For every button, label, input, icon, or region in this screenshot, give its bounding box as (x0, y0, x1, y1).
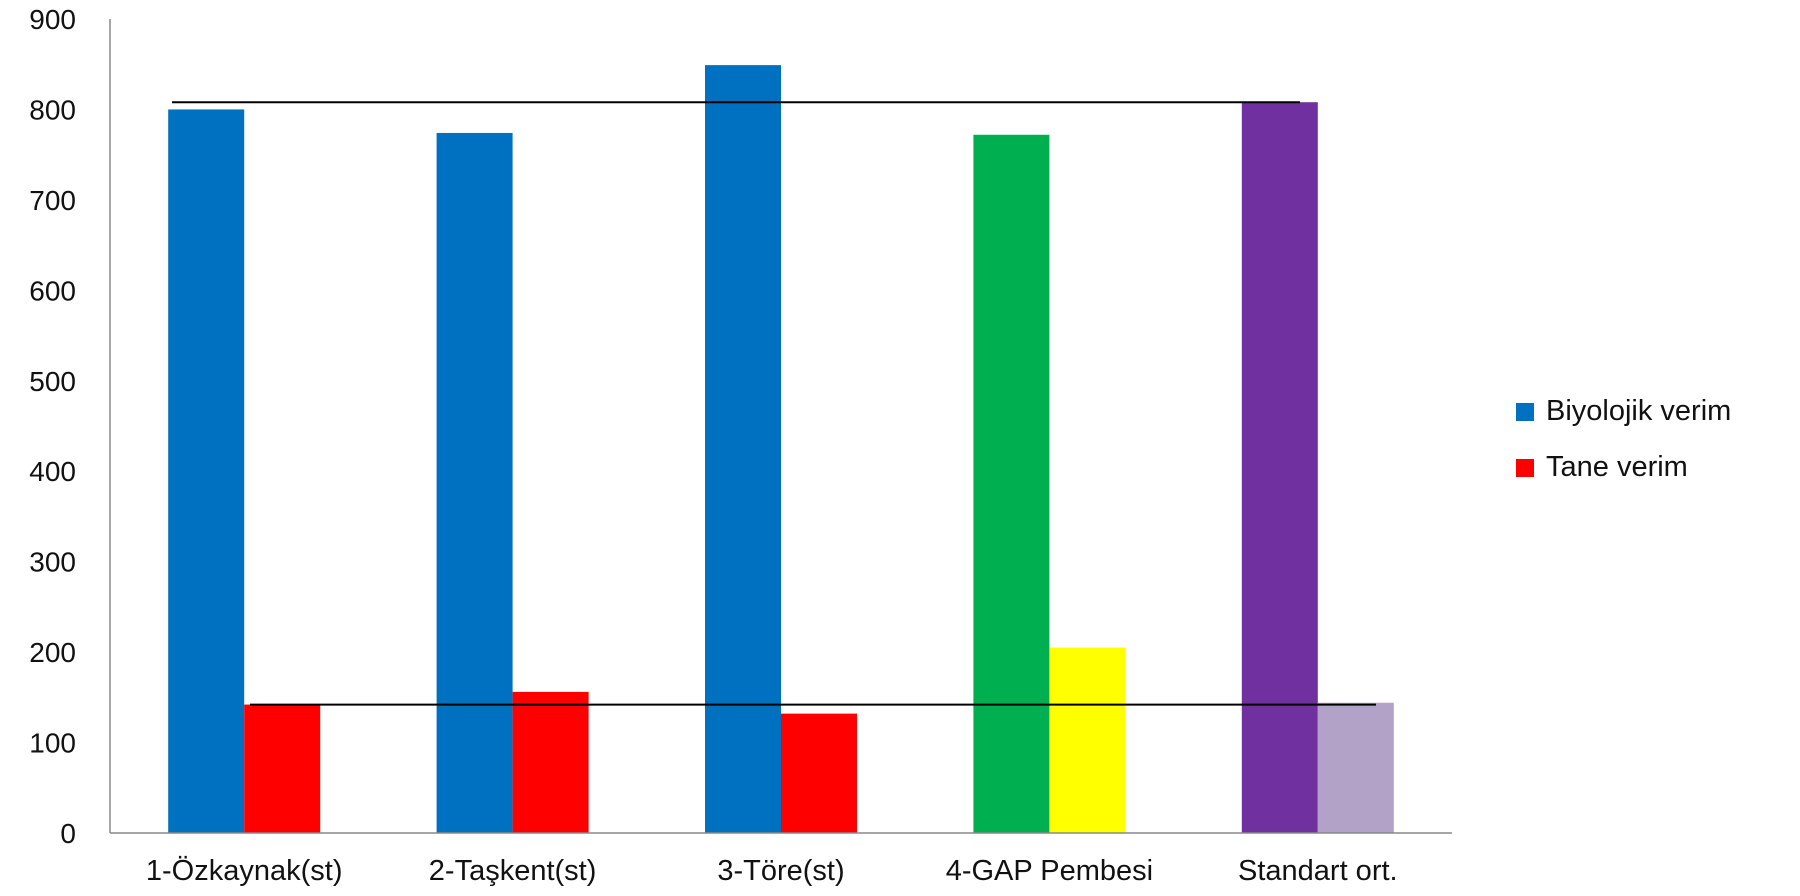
legend-label: Tane verim (1546, 451, 1688, 483)
bar-marks (168, 65, 1394, 834)
x-category-label: Standart ort. (1238, 855, 1398, 887)
legend-swatch (1516, 459, 1534, 477)
y-tick-label: 300 (29, 547, 76, 578)
x-axis-category-labels: 1-Özkaynak(st) 2-Taşkent(st) 3-Töre(st) 4-G… (146, 855, 1398, 887)
x-category-label: 1-Özkaynak(st) (146, 855, 343, 887)
bar-biyolojik-3 (705, 65, 781, 834)
x-category-label: 4-GAP Pembesi (946, 855, 1153, 887)
bar-tane-2 (512, 691, 589, 833)
axes (109, 19, 1452, 834)
bar-biyolojik-2 (436, 132, 513, 833)
y-axis-ticks: 0 100 200 300 400 500 600 700 800 900 (29, 4, 76, 849)
y-tick-label: 900 (29, 4, 76, 35)
bar-tane-3 (781, 713, 857, 833)
y-tick-label: 400 (29, 456, 76, 487)
bar-tane-4 (1049, 647, 1126, 833)
legend-label: Biyolojik verim (1546, 395, 1731, 427)
y-tick-label: 500 (29, 366, 76, 397)
reference-lines (172, 101, 1376, 706)
bar-biyolojik-1 (168, 109, 245, 833)
y-tick-label: 800 (29, 94, 76, 125)
y-tick-label: 700 (29, 185, 76, 216)
y-tick-label: 0 (60, 818, 76, 849)
bar-tane-5 (1317, 702, 1394, 833)
legend: Biyolojik verim Tane verim (1516, 395, 1731, 483)
y-tick-label: 200 (29, 637, 76, 668)
y-tick-label: 600 (29, 275, 76, 306)
bar-tane-1 (244, 704, 321, 833)
bar-biyolojik-4 (973, 134, 1050, 833)
x-category-label: 2-Taşkent(st) (429, 855, 597, 887)
legend-swatch (1516, 403, 1534, 421)
bar-biyolojik-5 (1241, 102, 1318, 834)
x-category-label: 3-Töre(st) (717, 855, 844, 887)
y-tick-label: 100 (29, 728, 76, 759)
